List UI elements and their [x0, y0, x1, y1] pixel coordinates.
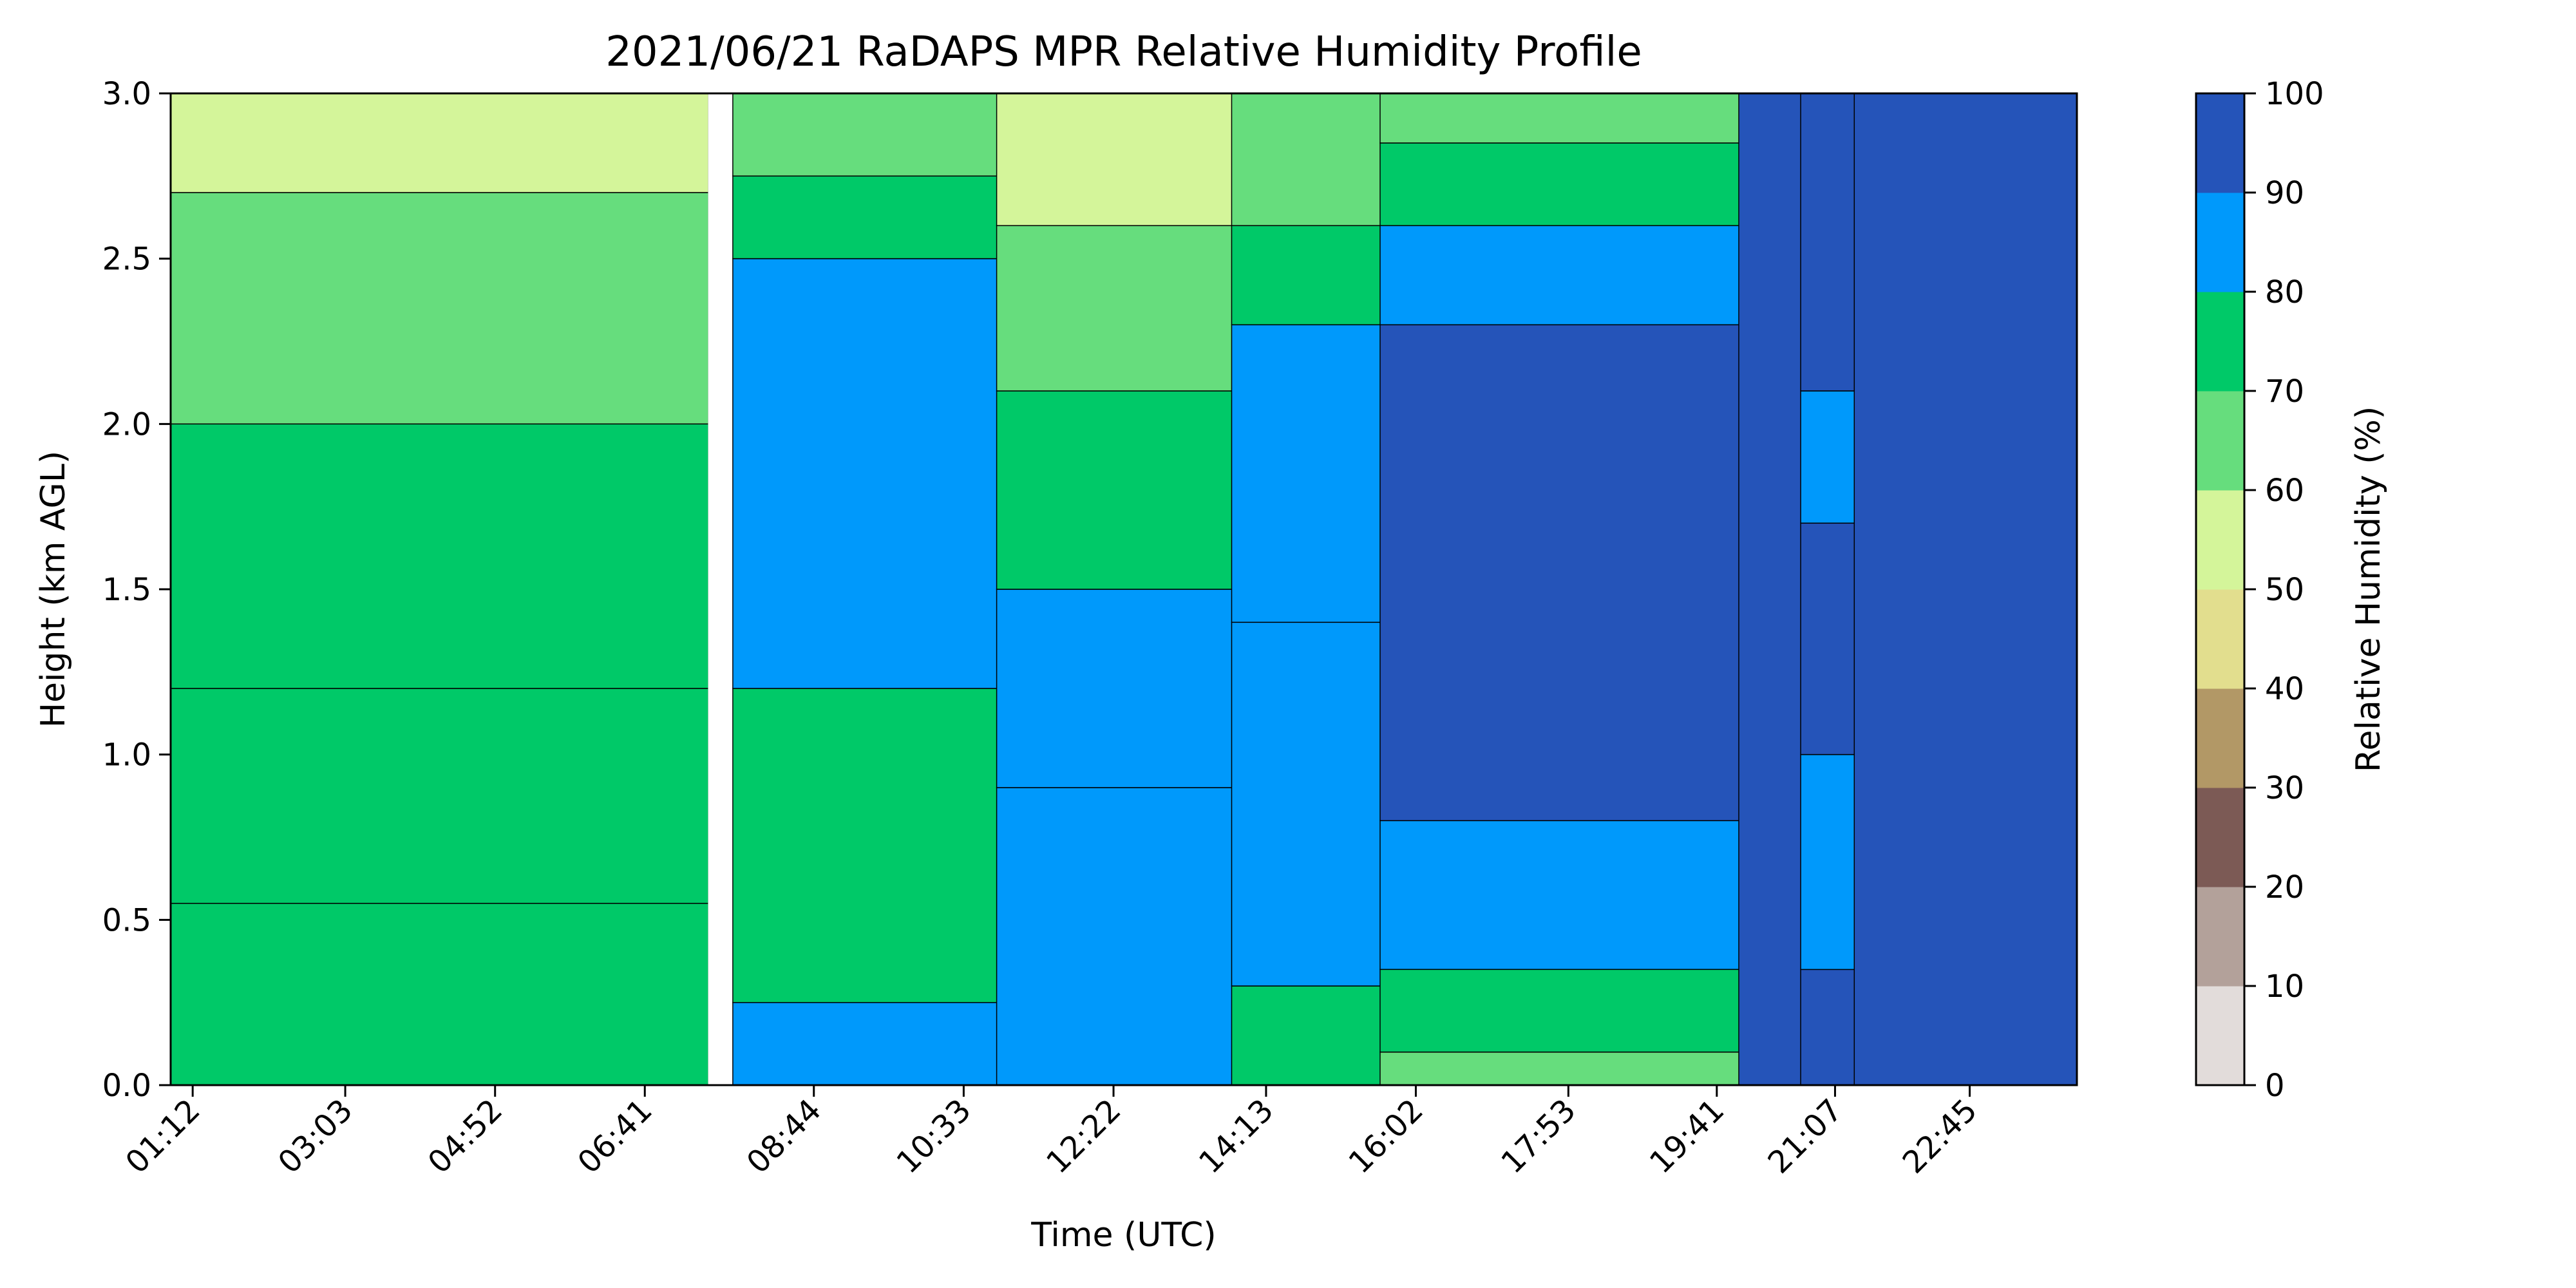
colorbar-segment [2196, 688, 2244, 788]
contour-band [996, 225, 1233, 392]
contour-band [732, 688, 998, 1003]
contour-band [1231, 324, 1381, 623]
colorbar-segment [2196, 490, 2244, 590]
colorbar-tick-label: 50 [2265, 572, 2304, 608]
colorbar-segment [2196, 589, 2244, 689]
y-tick-label: 1.0 [102, 737, 151, 773]
x-tick-label: 01:12 [118, 1092, 207, 1180]
x-tick-label: 04:52 [421, 1092, 509, 1180]
contour-band [996, 93, 1233, 227]
contour-band [1231, 985, 1381, 1086]
x-axis: 01:12 03:03 04:52 06:41 08:44 10:33 12:22 14:13… [118, 1085, 1984, 1180]
y-axis-label: Height (km AGL) [34, 451, 73, 728]
colorbar-segment [2196, 788, 2244, 887]
contour-band [1379, 324, 1740, 822]
x-tick-label: 06:41 [571, 1092, 659, 1180]
colorbar-segment [2196, 292, 2244, 392]
contour-band [1231, 225, 1381, 326]
contour-band [1800, 93, 1855, 392]
x-tick-label: 08:44 [740, 1092, 828, 1180]
contour-band [1231, 93, 1381, 227]
x-tick-label: 16:02 [1342, 1092, 1430, 1180]
contour-band [1379, 93, 1740, 144]
contour-band [1800, 390, 1855, 524]
contour-band [996, 787, 1233, 1086]
y-tick-label: 2.5 [102, 242, 151, 278]
x-tick-label: 22:45 [1896, 1092, 1984, 1180]
contour-band [1379, 142, 1740, 227]
colorbar-label: Relative Humidity (%) [2349, 406, 2388, 773]
plot-area [169, 92, 2078, 1086]
x-tick-label: 17:53 [1494, 1092, 1582, 1180]
contour-band [1853, 93, 2078, 1086]
colorbar-tick-label: 80 [2265, 274, 2304, 310]
y-axis: 0.0 0.5 1.0 1.5 2.0 2.5 3.0 [102, 76, 171, 1104]
colorbar-segment [2196, 193, 2244, 292]
x-tick-label: 21:07 [1761, 1092, 1850, 1180]
x-tick-label: 14:13 [1192, 1092, 1280, 1180]
colorbar-tick-label: 60 [2265, 473, 2304, 509]
contour-band [732, 93, 998, 177]
chart-title: 2021/06/21 RaDAPS MPR Relative Humidity … [605, 28, 1642, 76]
y-tick-label: 3.0 [102, 76, 151, 112]
colorbar-tick-label: 100 [2265, 76, 2324, 112]
y-tick-label: 0.5 [102, 902, 151, 938]
contour-fills [170, 93, 2078, 1086]
contour-band [732, 1001, 998, 1086]
colorbar-segment [2196, 986, 2244, 1086]
contour-band [1379, 1051, 1740, 1086]
contour-band [996, 589, 1233, 788]
x-tick-label: 03:03 [271, 1092, 359, 1180]
contour-band [170, 902, 709, 1086]
x-tick-label: 12:22 [1039, 1092, 1128, 1180]
x-tick-label: 19:41 [1643, 1092, 1731, 1180]
contour-band [732, 258, 998, 689]
x-axis-label: Time (UTC) [1030, 1216, 1216, 1255]
colorbar-tick-label: 0 [2265, 1068, 2285, 1104]
contour-band [170, 688, 709, 904]
contour-band [170, 192, 709, 425]
contour-band [1379, 820, 1740, 971]
colorbar-tick-label: 90 [2265, 175, 2304, 211]
colorbar-tick-label: 30 [2265, 770, 2304, 806]
y-tick-label: 0.0 [102, 1068, 151, 1104]
contour-band [170, 93, 709, 193]
colorbar-tick-label: 20 [2265, 869, 2304, 905]
contour-band [1800, 753, 1855, 971]
colorbar-segment [2196, 887, 2244, 987]
colorbar-tick-label: 70 [2265, 374, 2304, 410]
colorbar-segment [2196, 93, 2244, 193]
contour-band [732, 175, 998, 260]
colorbar-segment [2196, 391, 2244, 491]
contour-band [1379, 225, 1740, 326]
colorbar-tick-label: 40 [2265, 671, 2304, 707]
contour-band [1231, 621, 1381, 987]
colorbar: 0 10 20 30 40 50 60 70 80 90 100 [2195, 76, 2324, 1104]
y-tick-label: 2.0 [102, 406, 151, 442]
contour-band [996, 390, 1233, 590]
y-tick-label: 1.5 [102, 572, 151, 608]
contour-band [1379, 969, 1740, 1053]
contour-band [170, 423, 709, 689]
contour-band [1800, 969, 1855, 1086]
contour-band [1800, 522, 1855, 755]
colorbar-tick-label: 10 [2265, 969, 2304, 1005]
contour-band [1738, 93, 1802, 1086]
contour-band [708, 93, 734, 1085]
x-tick-label: 10:33 [889, 1092, 978, 1180]
